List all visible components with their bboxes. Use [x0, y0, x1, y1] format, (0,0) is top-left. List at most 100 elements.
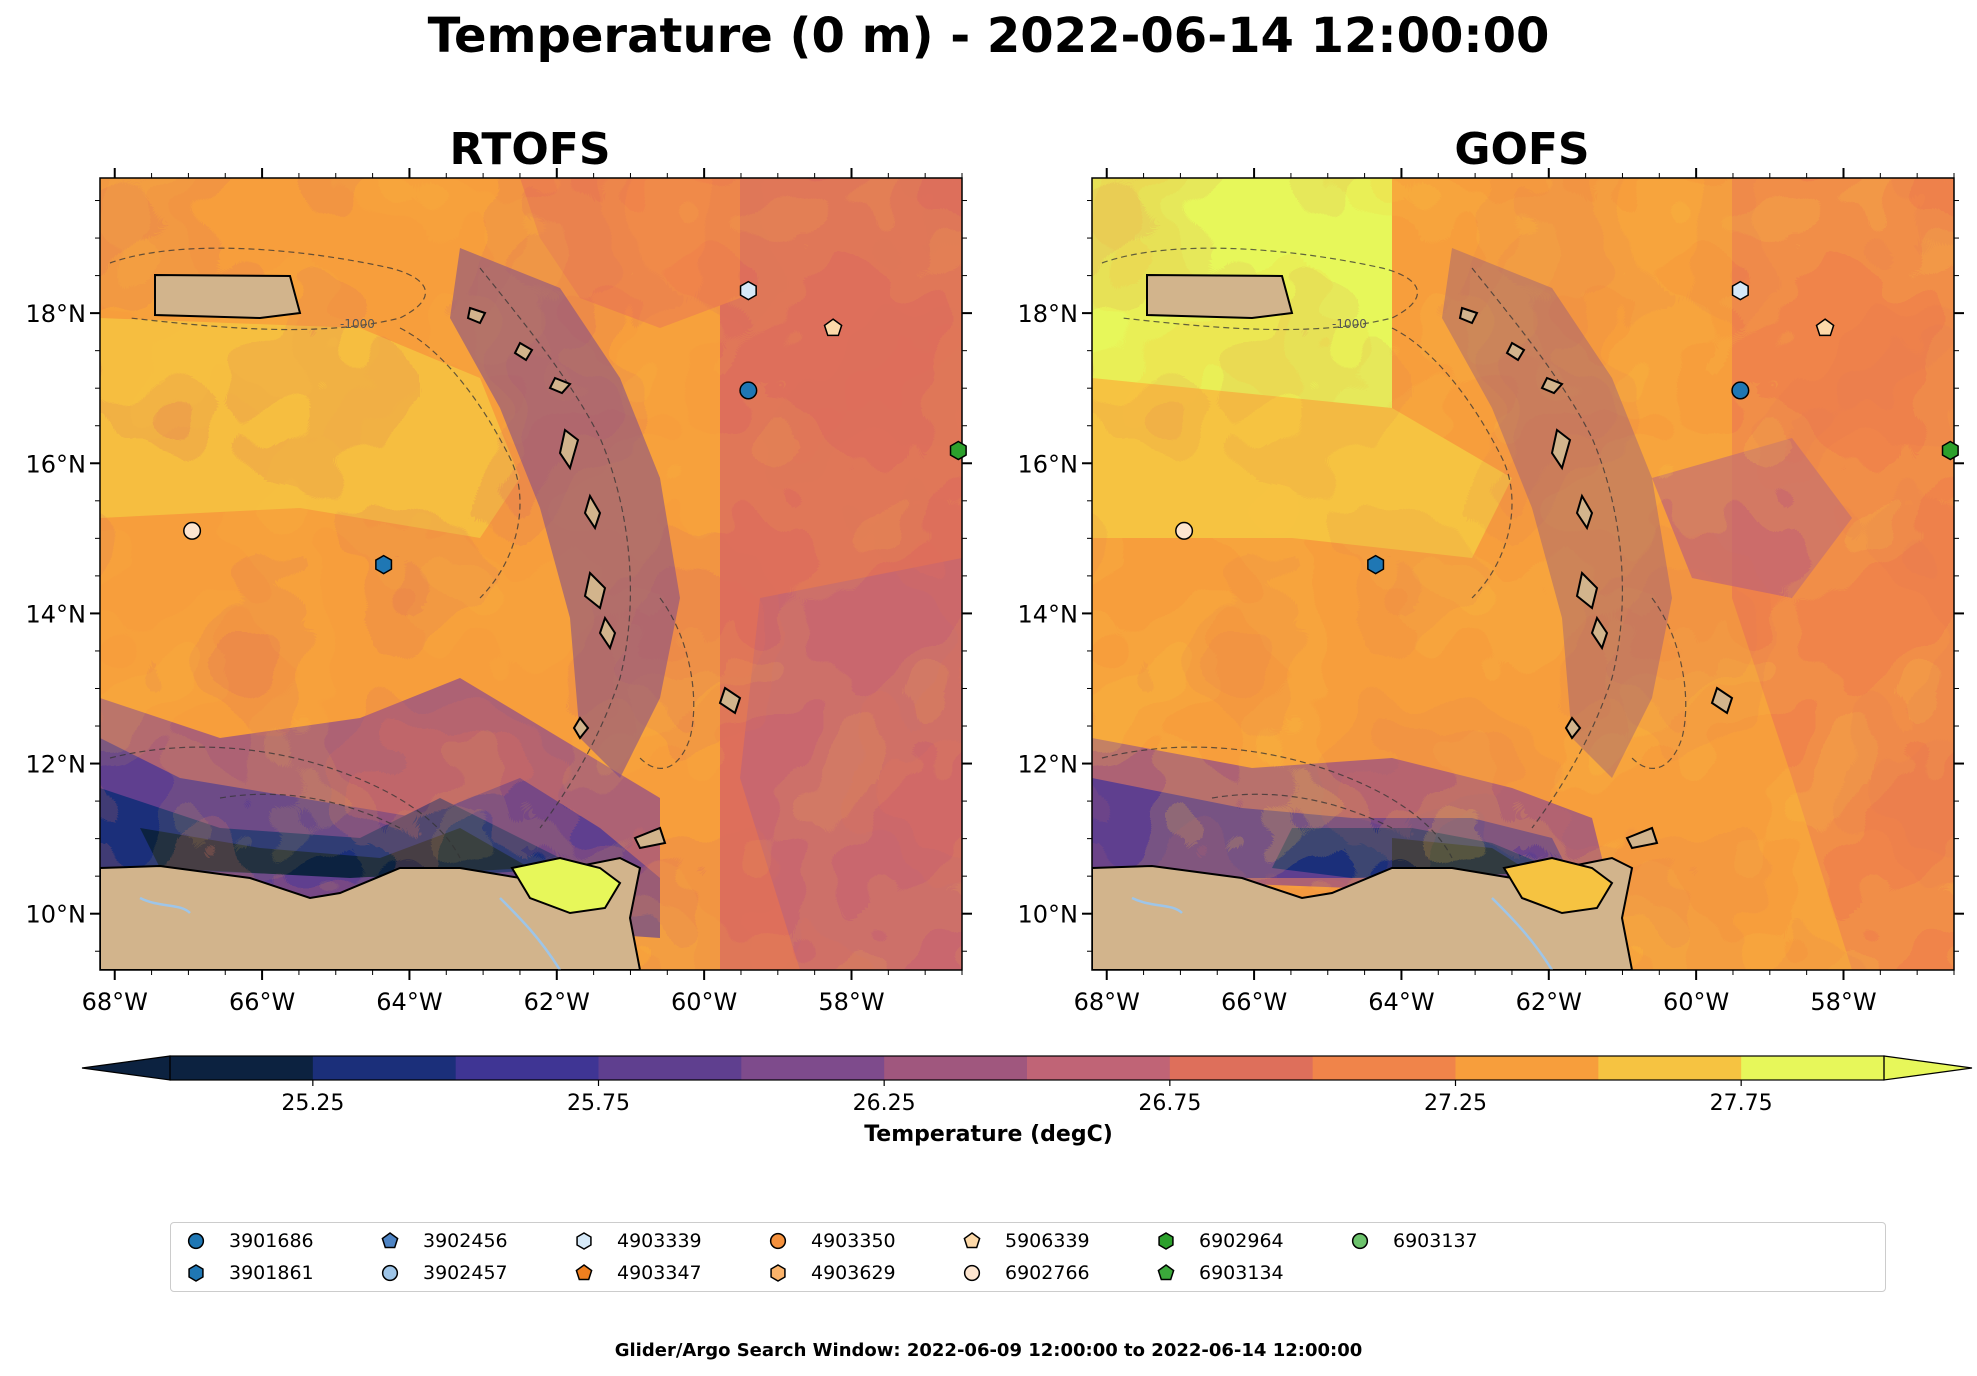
map-frame — [99, 177, 963, 971]
float-marker-3901686 — [1731, 381, 1750, 400]
legend-marker — [770, 1264, 786, 1282]
float-marker-6902766 — [183, 521, 202, 540]
lon-tick-label: 64°W — [1368, 988, 1434, 1016]
colorbar-frame — [169, 1055, 1885, 1081]
legend-marker-icon — [963, 1264, 981, 1282]
lat-tick-label: 12°N — [26, 751, 87, 779]
legend-marker-icon — [188, 1264, 204, 1282]
colorbar-segment — [1741, 1056, 1885, 1080]
colorbar-tick-label: 27.25 — [1424, 1091, 1487, 1116]
colorbar-extend-high — [1883, 1055, 1973, 1081]
legend-marker — [381, 1232, 399, 1249]
legend-label: 4903347 — [617, 1262, 702, 1284]
colorbar: 25.25 25.75 26.25 26.75 27.25 27.75 — [81, 1055, 1973, 1116]
legend-marker-icon — [187, 1232, 205, 1250]
legend-item-3901861: 3901861 — [185, 1259, 314, 1287]
lat-tick-label: 18°N — [26, 300, 87, 328]
st-lucia — [1590, 615, 1609, 651]
barbados — [1710, 686, 1734, 715]
colorbar-segment — [170, 1056, 314, 1080]
legend-item-4903339: 4903339 — [573, 1227, 702, 1255]
guadeloupe — [1550, 428, 1572, 471]
legend-marker — [1158, 1232, 1174, 1250]
map-frame — [1091, 177, 1955, 971]
legend-marker-icon — [381, 1264, 399, 1282]
lon-tick-label: 66°W — [229, 988, 295, 1016]
lon-tick-label: 68°W — [1074, 988, 1140, 1016]
legend-label: 6903137 — [1393, 1230, 1478, 1252]
lon-tick-label: 68°W — [82, 988, 148, 1016]
legend-marker-icon — [1158, 1232, 1174, 1250]
grenada — [572, 716, 590, 740]
barbados — [718, 686, 742, 715]
colorbar-segment — [741, 1056, 885, 1080]
legend-marker — [963, 1264, 981, 1282]
legend-label: 4903629 — [811, 1262, 896, 1284]
map-axes: 68°W 66°W 64°W 62°W 60°W 58°W 10°N 12°N 14°N 16°N… — [26, 168, 1964, 1016]
colorbar-segment — [312, 1056, 457, 1080]
lat-tick-label: 12°N — [1018, 751, 1079, 779]
grenada — [1564, 716, 1582, 740]
legend-item-4903347: 4903347 — [573, 1259, 702, 1287]
map-panel-gofs: -1000 — [1091, 177, 1955, 971]
panel-title-gofs: GOFS — [1454, 124, 1590, 175]
land — [1092, 273, 1734, 970]
arc-cool-water — [450, 248, 680, 778]
colorbar-segment — [884, 1056, 1028, 1080]
float-marker-5906339 — [823, 318, 843, 337]
lat-tick-label: 18°N — [1018, 300, 1079, 328]
lon-tick-label: 60°W — [671, 988, 737, 1016]
legend-item-3902456: 3902456 — [379, 1227, 508, 1255]
lat-tick-label: 10°N — [1018, 901, 1079, 929]
map-panel-rtofs: -1000 — [99, 177, 963, 971]
island — [466, 306, 487, 325]
lon-tick-label: 58°W — [1810, 988, 1876, 1016]
legend-label: 6902766 — [1005, 1262, 1090, 1284]
legend-item-6903134: 6903134 — [1155, 1259, 1284, 1287]
legend-label: 3902456 — [423, 1230, 508, 1252]
float-marker-6902964 — [1941, 440, 1959, 461]
legend-item-4903629: 4903629 — [767, 1259, 896, 1287]
legend-marker-icon — [381, 1232, 399, 1249]
gulf-of-paria — [510, 856, 622, 915]
island — [1505, 341, 1526, 362]
legend-label: 3901686 — [229, 1230, 314, 1252]
float-marker-6902964 — [949, 440, 967, 461]
tobago — [633, 826, 667, 850]
lon-tick-label: 64°W — [376, 988, 442, 1016]
colorbar-tick-label: 25.75 — [567, 1091, 630, 1116]
lon-tick-label: 60°W — [1663, 988, 1729, 1016]
legend-marker-icon — [575, 1264, 593, 1281]
colorbar-tick-label: 27.75 — [1710, 1091, 1773, 1116]
colorbar-label: Temperature (degC) — [864, 1122, 1113, 1147]
legend-marker — [1157, 1264, 1175, 1281]
lat-tick-label: 14°N — [1018, 600, 1079, 628]
land — [100, 273, 742, 970]
colorbar-segment — [1169, 1056, 1314, 1080]
float-marker-4903339 — [739, 280, 757, 301]
legend-marker — [575, 1264, 593, 1281]
legend-item-6902964: 6902964 — [1155, 1227, 1284, 1255]
st-lucia — [598, 615, 617, 651]
lat-tick-label: 16°N — [1018, 450, 1079, 478]
legend-label: 3902457 — [423, 1262, 508, 1284]
colorbar-segment — [1312, 1056, 1456, 1080]
float-markers — [183, 280, 1959, 575]
legend-label: 5906339 — [1005, 1230, 1090, 1252]
colorbar-tick-label: 26.75 — [1138, 1091, 1201, 1116]
colorbar-segment — [598, 1056, 742, 1080]
search-window-caption: Glider/Argo Search Window: 2022-06-09 12… — [614, 1340, 1363, 1361]
lon-tick-label: 62°W — [524, 988, 590, 1016]
legend-item-5906339: 5906339 — [961, 1227, 1090, 1255]
legend-marker-icon — [1351, 1232, 1369, 1250]
legend-marker-icon — [769, 1232, 787, 1250]
colorbar-tick-label: 26.25 — [853, 1091, 916, 1116]
legend-item-6903137: 6903137 — [1349, 1227, 1478, 1255]
arc-cool-water — [1442, 248, 1672, 778]
martinique — [1575, 570, 1599, 610]
puerto-rico — [1146, 273, 1294, 320]
colorbar-extend-low — [81, 1055, 171, 1081]
legend-marker-icon — [1157, 1264, 1175, 1281]
panel-title-rtofs: RTOFS — [449, 124, 611, 175]
martinique — [583, 570, 607, 610]
